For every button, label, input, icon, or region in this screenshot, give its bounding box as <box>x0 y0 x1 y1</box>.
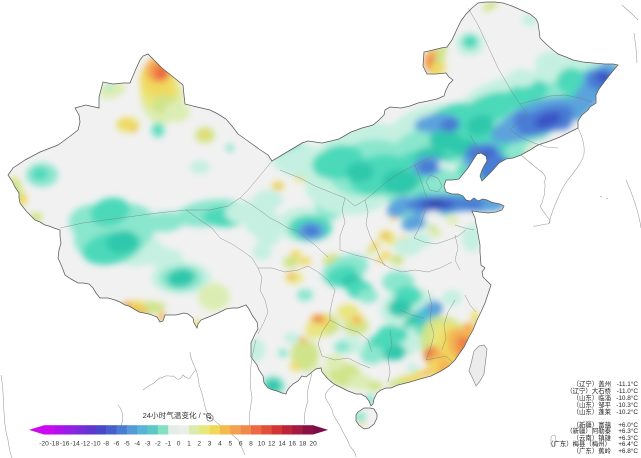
svg-text:-4: -4 <box>134 441 140 448</box>
svg-text:8: 8 <box>249 441 253 448</box>
svg-text:-16: -16 <box>60 441 70 448</box>
svg-text:10: 10 <box>258 441 266 448</box>
svg-text:-14: -14 <box>70 441 80 448</box>
svg-text:4: 4 <box>218 441 222 448</box>
svg-text:-3: -3 <box>145 441 151 448</box>
svg-text:-18: -18 <box>50 441 60 448</box>
svg-text:-8: -8 <box>103 441 109 448</box>
svg-text:3: 3 <box>208 441 212 448</box>
svg-text:16: 16 <box>289 441 297 448</box>
svg-text:20: 20 <box>309 441 317 448</box>
svg-text:-6: -6 <box>114 441 120 448</box>
svg-text:0: 0 <box>177 441 181 448</box>
svg-text:12: 12 <box>268 441 276 448</box>
svg-text:18: 18 <box>299 441 307 448</box>
svg-text:-2: -2 <box>155 441 161 448</box>
svg-text:-1: -1 <box>165 441 171 448</box>
svg-text:14: 14 <box>278 441 286 448</box>
svg-text:-5: -5 <box>124 441 130 448</box>
svg-text:-12: -12 <box>81 441 91 448</box>
svg-text:24小时气温变化 / °C: 24小时气温变化 / °C <box>143 410 212 420</box>
svg-text:6: 6 <box>239 441 243 448</box>
svg-text:2: 2 <box>197 441 201 448</box>
svg-text:5: 5 <box>228 441 232 448</box>
svg-text:-20: -20 <box>39 441 49 448</box>
svg-text:-10: -10 <box>91 441 101 448</box>
svg-text:1: 1 <box>187 441 191 448</box>
